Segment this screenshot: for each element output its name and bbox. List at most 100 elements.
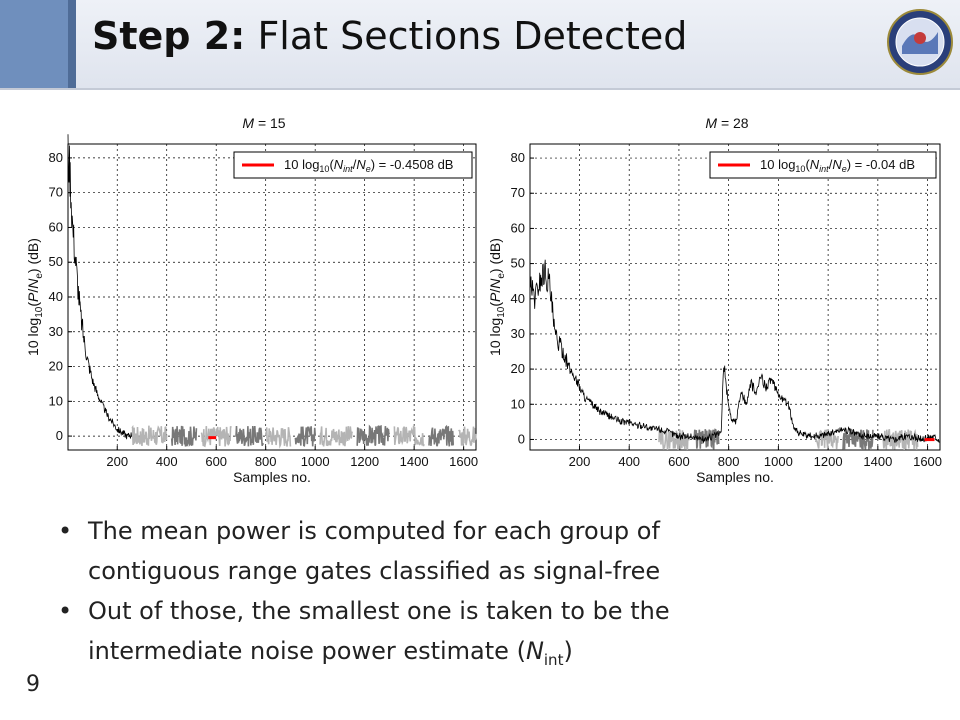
chart-title-rest: = 15 [254,115,286,131]
legend-part: 10 log [284,157,319,172]
header-accent [0,0,68,88]
ylabel-var: N [25,278,41,289]
flat-section-trace [294,426,316,447]
chart-m28: 200 400 600 800 1000 1200 1400 1600 0 10 20 30 40 50 6… [487,115,942,485]
ylabel-part: / [487,289,503,293]
x-tick-label: 800 [255,454,277,469]
flat-section-trace [235,425,264,447]
legend-part: ( [805,157,810,172]
ylabel-var: P [25,292,41,302]
y-tick-label: 10 [49,393,63,408]
x-tick-label: 200 [569,454,591,469]
legend-part: ( [329,157,334,172]
flat-section-trace [842,428,874,450]
x-tick-label: 1600 [913,454,942,469]
y-tick-label: 10 [511,396,525,411]
slide-title: Step 2: Flat Sections Detected [92,14,687,58]
legend-label: 10 log10(Nint/Ne) = -0.04 dB [760,157,915,174]
x-tick-label: 600 [205,454,227,469]
ylabel-sub: e [496,273,507,279]
bullet-item: • The mean power is computed for each gr… [58,510,918,590]
ylabel-sub: 10 [34,306,45,318]
chart-title: M = 15 [242,115,285,131]
y-tick-label: 50 [511,256,525,271]
legend-var: N [810,157,820,172]
ylabel-sub: e [34,273,45,279]
y-tick-label: 80 [511,150,525,165]
ylabel-part: ) (dB) [25,238,41,273]
legend-sub: 10 [795,164,805,174]
legend-var: N [356,157,366,172]
legend-part: ) = -0.4508 dB [371,157,454,172]
bullet-line: Out of those, the smallest one is taken … [88,597,670,625]
flat-section-trace [356,424,391,446]
flat-section-trace [170,425,198,447]
chart-title-rest: = 28 [717,115,749,131]
x-tick-label: 1200 [814,454,843,469]
legend-part: ) = -0.04 dB [847,157,915,172]
chart-title-var: M [705,115,717,131]
y-tick-label: 30 [511,326,525,341]
legend-part: / [829,157,833,172]
chart-title: M = 28 [705,115,748,131]
legend-sub: e [842,164,847,174]
ylabel-part: / [25,289,41,293]
y-tick-label: 0 [56,428,63,443]
bullet-item: • Out of those, the smallest one is take… [58,590,918,679]
y-tick-label: 20 [511,361,525,376]
bullet-line: The mean power is computed for each grou… [88,517,660,545]
y-tick-label: 30 [49,324,63,339]
legend-part: / [353,157,357,172]
flat-section-trace [131,424,168,446]
y-tick-label: 60 [511,220,525,235]
legend-sub: 10 [319,164,329,174]
flat-section-trace [200,425,232,448]
x-tick-label: 1200 [350,454,379,469]
flat-section-trace [319,426,354,447]
legend-var: N [832,157,842,172]
x-tick-label: 1400 [863,454,892,469]
bullet-dot-icon: • [58,597,73,625]
legend-sub: e [366,164,371,174]
y-tick-label: 70 [49,185,63,200]
bullet-line: contiguous range gates classified as sig… [88,557,661,585]
ylabel-var: P [487,292,503,302]
bullet-line-2: intermediate noise power estimate (Nint) [88,632,918,679]
n-variable: N [525,637,544,665]
signal-trace [529,259,940,444]
header-accent-dark [68,0,76,88]
x-axis-label: Samples no. [696,469,774,485]
legend-sub: int [819,164,829,174]
legend-part: 10 log [760,157,795,172]
ylabel-part: 10 log [25,318,41,356]
logo-seal-icon [887,9,953,75]
chart-title-var: M [242,115,254,131]
x-tick-label: 400 [618,454,640,469]
x-tick-label: 1000 [301,454,330,469]
x-tick-label: 1600 [449,454,478,469]
page-number: 9 [26,672,40,697]
x-tick-label: 400 [156,454,178,469]
x-tick-label: 1000 [764,454,793,469]
flat-section-trace [658,427,690,451]
ylabel-var: N [487,278,503,289]
chart-m15: 200 400 600 800 1000 1200 1400 1600 0 10 20 30 40 50 6… [25,115,478,485]
bullet-list: • The mean power is computed for each gr… [58,510,918,679]
y-tick-label: 70 [511,185,525,200]
y-tick-label: 0 [518,431,525,446]
ylabel-part: 10 log [487,318,503,356]
ylabel-sub: 10 [496,306,507,318]
x-tick-label: 800 [718,454,740,469]
flat-section-trace [458,426,477,447]
slide-title-rest: Flat Sections Detected [245,14,688,58]
flat-section-trace [693,428,720,450]
x-axis-label: Samples no. [233,469,311,485]
flat-section-trace [264,427,292,449]
ylabel-part: ) (dB) [487,238,503,273]
ylabel-part: ( [487,302,503,307]
x-tick-label: 200 [106,454,128,469]
signal-trace [67,134,132,440]
y-tick-label: 50 [49,254,63,269]
plot-area [529,143,941,451]
y-tick-label: 40 [511,291,525,306]
